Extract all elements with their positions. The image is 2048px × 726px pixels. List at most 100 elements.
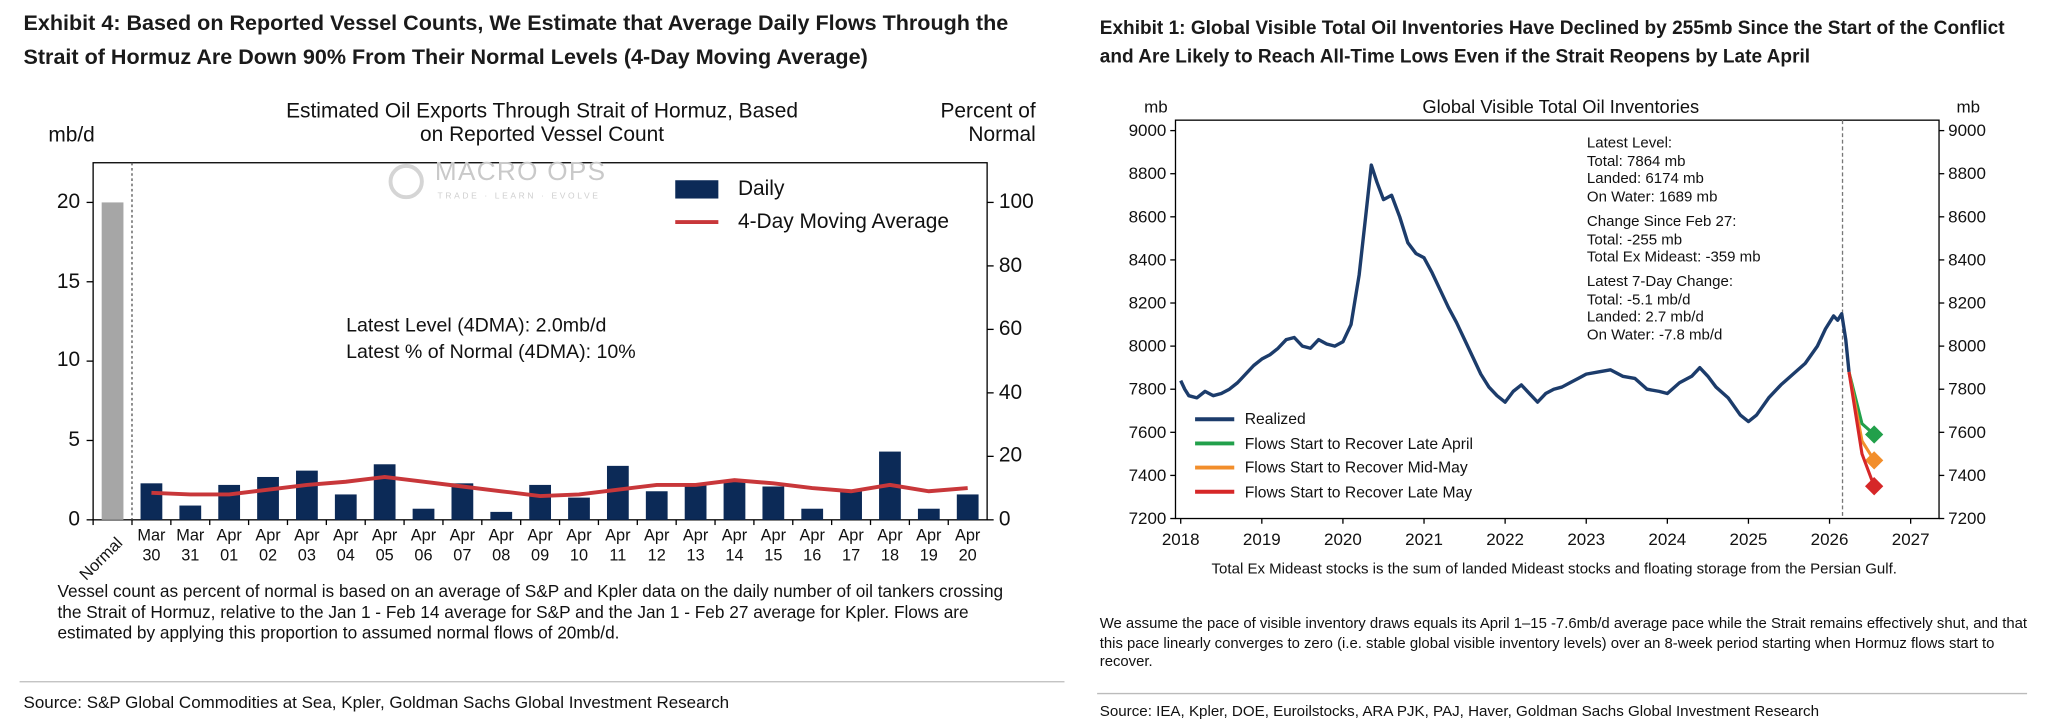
bar [412, 508, 435, 520]
footnote: Total Ex Mideast stocks is the sum of la… [1211, 561, 1897, 578]
exhibit-title: Exhibit 4: Based on Reported Vessel Coun… [23, 11, 1009, 70]
x-tick-label: Apr 06 [410, 526, 437, 565]
bar [684, 484, 707, 520]
annotation: Total: -5.1 mb/d [1586, 292, 1691, 308]
x-tick-label: Apr 17 [838, 526, 864, 565]
y2-tick-label: 8800 [1948, 163, 1986, 184]
y2-axis-label: mb [1956, 96, 1981, 117]
y2-tick-label: 7800 [1948, 379, 1986, 399]
y2-tick-label: 40 [998, 381, 1023, 404]
annotation: Latest % of Normal (4DMA): 10% [346, 340, 636, 364]
x-tick-label: 2021 [1405, 529, 1443, 549]
legend-box [1185, 406, 1448, 506]
x-tick-label: Apr 13 [682, 526, 709, 565]
y2-tick-label: 7600 [1948, 422, 1986, 442]
bar [529, 484, 552, 520]
bar [723, 481, 746, 520]
y2-tick-label: 0 [998, 508, 1011, 531]
x-tick-label: 2018 [1161, 529, 1200, 549]
annotation: On Water: 1689 mb [1586, 188, 1718, 205]
y-tick-label: 15 [56, 270, 81, 293]
x-tick-label: 2023 [1567, 529, 1606, 549]
source: Source: S&P Global Commodities at Sea, K… [23, 692, 730, 713]
legend-label: Flows Start to Recover Late April [1244, 434, 1473, 453]
y-tick-label: 10 [56, 349, 81, 373]
x-tick-label: Apr 09 [527, 526, 553, 565]
y2-tick-label: 60 [998, 318, 1023, 341]
note: Vessel count as percent of normal is bas… [57, 581, 1004, 643]
y-tick-label: 20 [56, 191, 81, 214]
annotation: Latest 7-Day Change: [1586, 274, 1734, 291]
plot-frame [92, 162, 988, 521]
y2-tick-label: 8400 [1948, 249, 1986, 270]
bar [917, 508, 940, 520]
annotation: Total Ex Mideast: -359 mb [1586, 249, 1761, 266]
x-tick-label: 2020 [1324, 529, 1362, 549]
y-tick-label: 8200 [1128, 292, 1167, 313]
note: We assume the pace of visible inventory … [1099, 616, 2028, 671]
bar [762, 486, 785, 520]
bar [140, 483, 163, 520]
legend-label: Realized [1244, 409, 1306, 429]
plot-frame [1174, 119, 1940, 520]
x-tick-label: Apr 18 [877, 526, 903, 565]
annotation: Latest Level (4DMA): 2.0mb/d [346, 314, 607, 337]
end-marker [1865, 477, 1884, 496]
x-tick-label: 2022 [1486, 529, 1525, 549]
y-axis-label: mb/d [48, 124, 95, 147]
y-tick-label: 8800 [1128, 163, 1167, 184]
chart-title: Global Visible Total Oil Inventories [1422, 96, 1700, 118]
legend-swatch [675, 180, 719, 199]
x-tick-label: Apr 15 [760, 526, 787, 565]
legend-label: Flows Start to Recover Late May [1244, 482, 1473, 501]
bar [606, 465, 629, 520]
y2-tick-label: 7400 [1948, 465, 1986, 485]
x-tick-label: Apr 20 [954, 526, 981, 565]
bar [296, 470, 318, 520]
bar [490, 511, 513, 520]
annotation: Latest Level: [1586, 135, 1673, 152]
y-tick-label: 8000 [1128, 335, 1167, 356]
bar [840, 491, 862, 520]
y2-tick-label: 7200 [1948, 508, 1986, 528]
source: Source: IEA, Kpler, DOE, Euroilstocks, A… [1099, 702, 1820, 720]
y-tick-label: 9000 [1128, 120, 1167, 141]
x-tick-label: 2025 [1729, 529, 1768, 549]
line-series [151, 475, 968, 498]
watermark-tagline: TRADE · LEARN · EVOLVE [437, 192, 601, 202]
x-tick-label: Apr 03 [294, 526, 320, 565]
x-tick-label: Apr 10 [566, 526, 592, 565]
y-tick-label: 5 [68, 429, 81, 452]
watermark-icon [388, 163, 424, 200]
y-tick-label: 7800 [1128, 379, 1167, 399]
y2-tick-label: 8600 [1948, 206, 1986, 227]
watermark-brand: MACRO OPS [434, 158, 607, 187]
x-tick-label: 2019 [1242, 529, 1281, 549]
x-tick-label: Apr 19 [916, 526, 942, 565]
bar [451, 483, 474, 520]
x-tick-label: Apr 01 [216, 526, 242, 565]
bar [568, 497, 590, 520]
x-tick-label: Apr 07 [449, 526, 476, 565]
bar [373, 464, 396, 520]
y-tick-label: 0 [68, 508, 81, 531]
x-tick-label: Apr 12 [644, 526, 670, 565]
x-tick-label: 2026 [1810, 529, 1849, 549]
x-tick-label: Mar 30 [137, 526, 166, 565]
y2-tick-label: 80 [998, 254, 1023, 277]
y2-tick-label: 20 [998, 445, 1023, 468]
y2-tick-label: 100 [998, 191, 1034, 214]
y-tick-label: 7200 [1128, 508, 1167, 528]
y-tick-label: 7600 [1128, 422, 1167, 442]
bar [218, 484, 241, 520]
x-tick-label: Apr 05 [371, 526, 398, 565]
annotation: Total: 7864 mb [1586, 153, 1686, 170]
normal-bar [101, 202, 124, 520]
exhibit-title: Exhibit 1: Global Visible Total Oil Inve… [1099, 18, 2005, 68]
annotation: Landed: 6174 mb [1586, 171, 1704, 187]
legend-label: Daily [737, 178, 785, 201]
annotation: Total: -255 mb [1586, 231, 1683, 248]
x-tick-label: Apr 16 [799, 526, 825, 565]
bar [179, 505, 202, 520]
